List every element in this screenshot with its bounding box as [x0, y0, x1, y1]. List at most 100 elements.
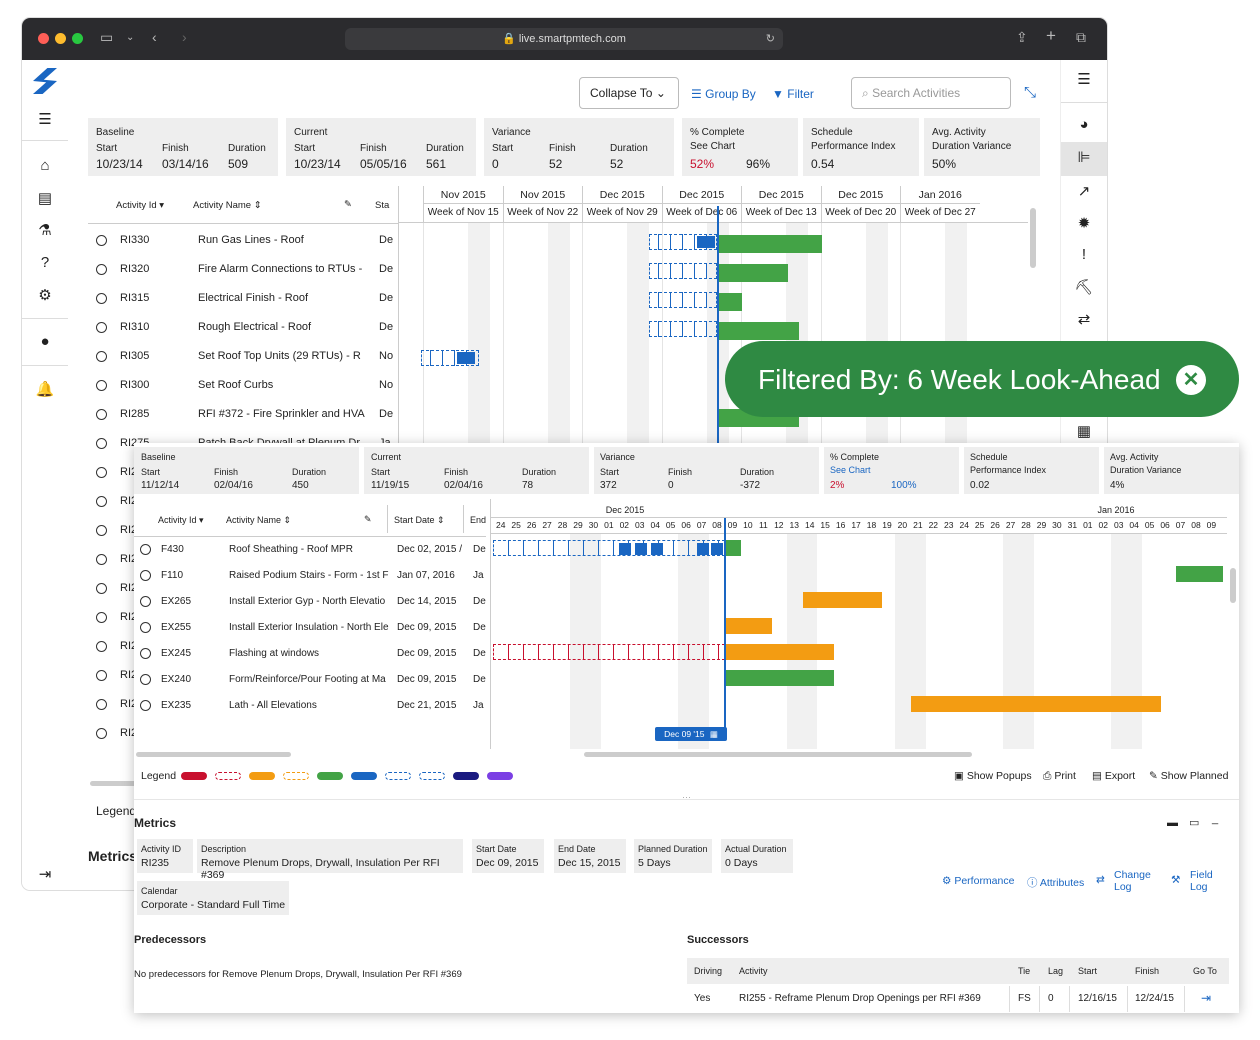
back-icon[interactable]: ‹ — [152, 29, 157, 45]
row-radio[interactable] — [96, 728, 107, 739]
row-radio[interactable] — [140, 648, 151, 659]
worker-icon[interactable]: ⛏ — [1074, 279, 1094, 296]
minimize-window-icon[interactable] — [55, 33, 66, 44]
bell-icon[interactable]: 🔔 — [35, 381, 55, 398]
collapse-to-dropdown[interactable]: Collapse To ⌄ — [579, 77, 679, 109]
baseline-bar[interactable] — [649, 321, 717, 337]
row-radio[interactable] — [140, 700, 151, 711]
row-radio[interactable] — [96, 699, 107, 710]
baseline-bar[interactable] — [493, 540, 725, 556]
col2-activity-name[interactable]: Activity Name ⇕ — [226, 515, 292, 525]
show-popups-button[interactable]: ▣ Show Popups — [954, 770, 1032, 782]
progress-bar[interactable] — [711, 543, 723, 555]
row-radio[interactable] — [96, 525, 107, 536]
baseline-bar[interactable] — [493, 644, 725, 660]
gantt2-scrollbar-h[interactable] — [584, 752, 972, 757]
smartpm-logo[interactable] — [33, 68, 57, 94]
table-row[interactable]: RI2 — [88, 487, 158, 516]
grid1-scrollbar[interactable] — [90, 781, 150, 786]
search-input[interactable]: ⌕ Search Activities — [851, 77, 1011, 109]
export-button[interactable]: ▤ Export — [1092, 770, 1136, 782]
row-radio[interactable] — [96, 496, 107, 507]
legend-swatch[interactable] — [453, 772, 479, 780]
logout-icon[interactable]: ⇥ — [38, 866, 52, 883]
legend-swatch[interactable] — [181, 772, 207, 780]
activity-bar[interactable] — [911, 696, 1161, 712]
baseline-bar[interactable] — [649, 292, 717, 308]
see-chart-link-2[interactable]: See Chart — [830, 465, 871, 475]
table-row[interactable]: RI305 Set Roof Top Units (29 RTUs) - R No — [88, 342, 398, 371]
row-radio[interactable] — [96, 409, 107, 420]
reload-icon[interactable]: ↻ — [765, 33, 775, 45]
table-row[interactable]: F430 Roof Sheathing - Roof MPR Dec 02, 201… — [134, 537, 486, 563]
table-row[interactable]: RI2 — [88, 719, 158, 748]
legend-swatch[interactable] — [249, 772, 275, 780]
progress-bar[interactable] — [635, 543, 647, 555]
row-radio[interactable] — [96, 467, 107, 478]
row-radio[interactable] — [96, 554, 107, 565]
row-radio[interactable] — [140, 596, 151, 607]
activity-bar[interactable] — [719, 322, 799, 340]
help-icon[interactable]: ? — [40, 254, 50, 271]
gantt1-scrollbar[interactable] — [1030, 208, 1036, 268]
table-row[interactable]: EX235 Lath - All Elevations Dec 21, 2015 Ja — [134, 693, 486, 719]
activity-bar[interactable] — [719, 293, 742, 311]
print-button[interactable]: ⎙ Print — [1043, 770, 1076, 782]
home-icon[interactable]: ⌂ — [40, 157, 50, 174]
table-row[interactable]: RI2 — [88, 458, 158, 487]
resize-handle-icon[interactable]: ⋯ — [682, 792, 691, 802]
legend-swatch[interactable] — [351, 772, 377, 780]
row-radio[interactable] — [96, 293, 107, 304]
activity-bar[interactable] — [1176, 566, 1223, 582]
sidebar-toggle-icon[interactable]: ▭ — [100, 29, 114, 45]
row-radio[interactable] — [96, 264, 107, 275]
legend-swatch[interactable] — [385, 772, 411, 780]
table-row[interactable]: EX265 Install Exterior Gyp - North Elevat… — [134, 589, 486, 615]
col2-start-date[interactable]: Start Date ⇕ — [394, 515, 445, 525]
table-row[interactable]: RI330 Run Gas Lines - Roof De — [88, 226, 398, 255]
table-row[interactable]: F110 Raised Podium Stairs - Form - 1st F J… — [134, 563, 486, 589]
settings-icon[interactable]: ⚙ — [38, 287, 52, 304]
row-radio[interactable] — [96, 670, 107, 681]
table-row[interactable]: RI285 RFI #372 - Fire Sprinkler and HVA De — [88, 400, 398, 429]
line-chart-icon[interactable]: ↗ — [1077, 183, 1091, 200]
goto-icon[interactable]: ⇥ — [1201, 991, 1212, 1005]
forward-icon[interactable]: › — [182, 29, 187, 45]
tabs-overview-icon[interactable]: ⧉ — [1076, 29, 1086, 45]
grid2-scrollbar[interactable] — [136, 752, 291, 757]
row-radio[interactable] — [96, 612, 107, 623]
collapse-arrows-icon[interactable]: ⤡ — [1024, 84, 1037, 101]
chevron-down-icon[interactable]: ⌄ — [126, 32, 135, 43]
clear-filter-icon[interactable]: ✕ — [1176, 365, 1206, 395]
table-row[interactable]: RI320 Fire Alarm Connections to RTUs - De — [88, 255, 398, 284]
show-planned-button[interactable]: ✎ Show Planned — [1149, 770, 1229, 782]
row-radio[interactable] — [140, 570, 151, 581]
row-radio[interactable] — [96, 322, 107, 333]
col2-end[interactable]: End — [470, 515, 487, 525]
virus-icon[interactable]: ✹ — [1077, 215, 1091, 232]
dashboard-icon[interactable]: ◕ — [1079, 116, 1089, 133]
swap-icon[interactable]: ⇄ — [1077, 311, 1091, 328]
baseline-bar[interactable] — [649, 263, 717, 279]
edit-icon[interactable]: ✎ — [344, 199, 352, 210]
row-radio[interactable] — [96, 583, 107, 594]
document-icon[interactable]: ▤ — [37, 190, 53, 207]
close-window-icon[interactable] — [38, 33, 49, 44]
row-radio[interactable] — [96, 235, 107, 246]
share-icon[interactable]: ⇪ — [1016, 29, 1028, 45]
row-radio[interactable] — [96, 380, 107, 391]
performance-link[interactable]: ⚙ Performance — [942, 875, 1015, 887]
activity-bar[interactable] — [719, 235, 822, 253]
edit-icon-2[interactable]: ✎ — [364, 514, 372, 524]
legend-swatch[interactable] — [317, 772, 343, 780]
table-row[interactable]: RI2 — [88, 574, 158, 603]
table-row[interactable]: RI2 — [88, 516, 158, 545]
progress-bar[interactable] — [697, 236, 715, 248]
progress-bar[interactable] — [457, 352, 475, 364]
gantt2-scrollbar-v[interactable] — [1230, 568, 1236, 603]
table-row[interactable]: EX255 Install Exterior Insulation - North… — [134, 615, 486, 641]
table-row[interactable]: RI2 — [88, 661, 158, 690]
flask-icon[interactable]: ⚗ — [38, 222, 52, 239]
table-row[interactable]: EX240 Form/Reinforce/Pour Footing at Ma De… — [134, 667, 486, 693]
attributes-link[interactable]: ⓘ Attributes — [1027, 877, 1085, 889]
